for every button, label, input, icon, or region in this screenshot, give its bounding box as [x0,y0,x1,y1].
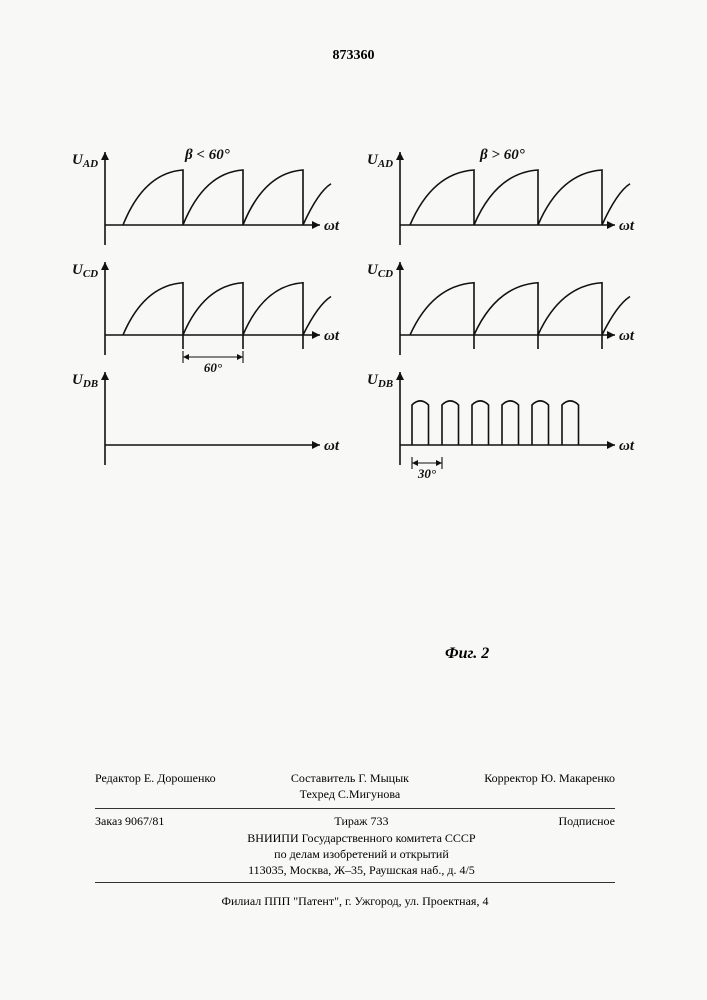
svg-text:UAD: UAD [72,152,98,170]
svg-text:ωt: ωt [324,218,340,234]
editor-credit: Редактор Е. Дорошенко [95,770,216,802]
svg-text:ωt: ωt [619,328,635,344]
branch-line: Филиал ППП "Патент", г. Ужгород, ул. Про… [95,893,615,909]
colophon-block: Редактор Е. Дорошенко Составитель Г. Мыц… [95,770,615,909]
svg-text:UAD: UAD [367,152,393,170]
colophon-order-row: Заказ 9067/81 Тираж 733 ВНИИПИ Государст… [95,813,615,878]
colophon-credits-row: Редактор Е. Дорошенко Составитель Г. Мыц… [95,770,615,802]
svg-text:ωt: ωt [324,438,340,454]
svg-text:UDB: UDB [72,372,98,390]
tirazh: Тираж 733 [334,814,388,828]
waveform-svg: β < 60°UADωtUCDωt60°UDBωtβ > 60°UADωtUCD… [70,155,650,675]
divider [95,808,615,809]
svg-text:60°: 60° [204,360,223,375]
address-line: 113035, Москва, Ж–35, Раушская наб., д. … [248,863,475,877]
svg-text:ωt: ωt [619,218,635,234]
svg-text:UDB: UDB [367,372,393,390]
svg-text:UCD: UCD [72,262,98,280]
order-number: Заказ 9067/81 [95,813,164,829]
compiler-credit: Составитель Г. Мыцык [291,771,409,785]
svg-text:β < 60°: β < 60° [184,147,230,163]
corrector-credit: Корректор Ю. Макаренко [484,770,615,802]
svg-text:UCD: UCD [367,262,393,280]
svg-text:30°: 30° [417,466,437,481]
page-number: 873360 [333,48,375,64]
subscribed-label: Подписное [559,813,616,829]
org-line2: по делам изобретений и открытий [274,847,449,861]
tech-credit: Техред С.Мигунова [300,787,401,801]
svg-text:ωt: ωt [324,328,340,344]
figure-caption: Фиг. 2 [445,645,489,663]
divider [95,882,615,883]
svg-text:β > 60°: β > 60° [479,147,525,163]
waveform-figure: β < 60°UADωtUCDωt60°UDBωtβ > 60°UADωtUCD… [70,155,650,675]
svg-text:ωt: ωt [619,438,635,454]
org-line1: ВНИИПИ Государственного комитета СССР [247,831,475,845]
